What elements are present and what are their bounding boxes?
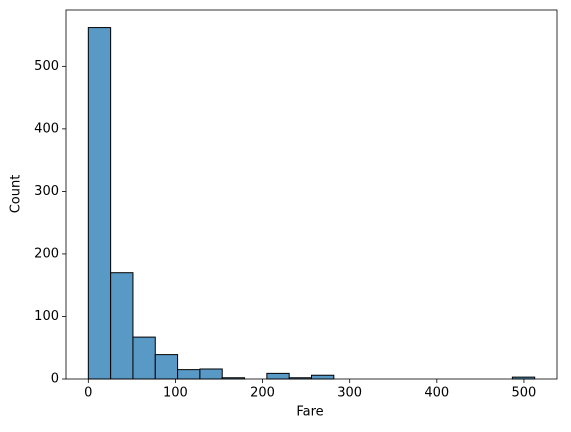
y-tick-label: 200 — [34, 246, 59, 261]
y-tick-label: 0 — [51, 372, 59, 387]
bar — [199, 368, 223, 380]
x-tick-label: 0 — [84, 386, 92, 401]
y-tick-label: 300 — [34, 184, 59, 199]
bar — [110, 272, 134, 380]
bar — [132, 336, 156, 380]
bar — [266, 372, 290, 380]
y-tick-label: 400 — [34, 121, 59, 136]
x-tick-label: 500 — [512, 386, 537, 401]
bar — [177, 369, 201, 380]
x-tick-label: 400 — [424, 386, 449, 401]
bar — [311, 374, 335, 380]
y-tick-label: 500 — [34, 59, 59, 74]
y-axis-label: Count — [9, 175, 24, 214]
x-tick-label: 300 — [337, 386, 362, 401]
x-axis-label: Fare — [296, 405, 323, 420]
x-tick-label: 100 — [163, 386, 188, 401]
y-tick-label: 100 — [34, 309, 59, 324]
bar — [87, 27, 112, 380]
axes-frame — [65, 9, 558, 380]
x-tick-label: 200 — [250, 386, 275, 401]
bar — [154, 354, 179, 380]
